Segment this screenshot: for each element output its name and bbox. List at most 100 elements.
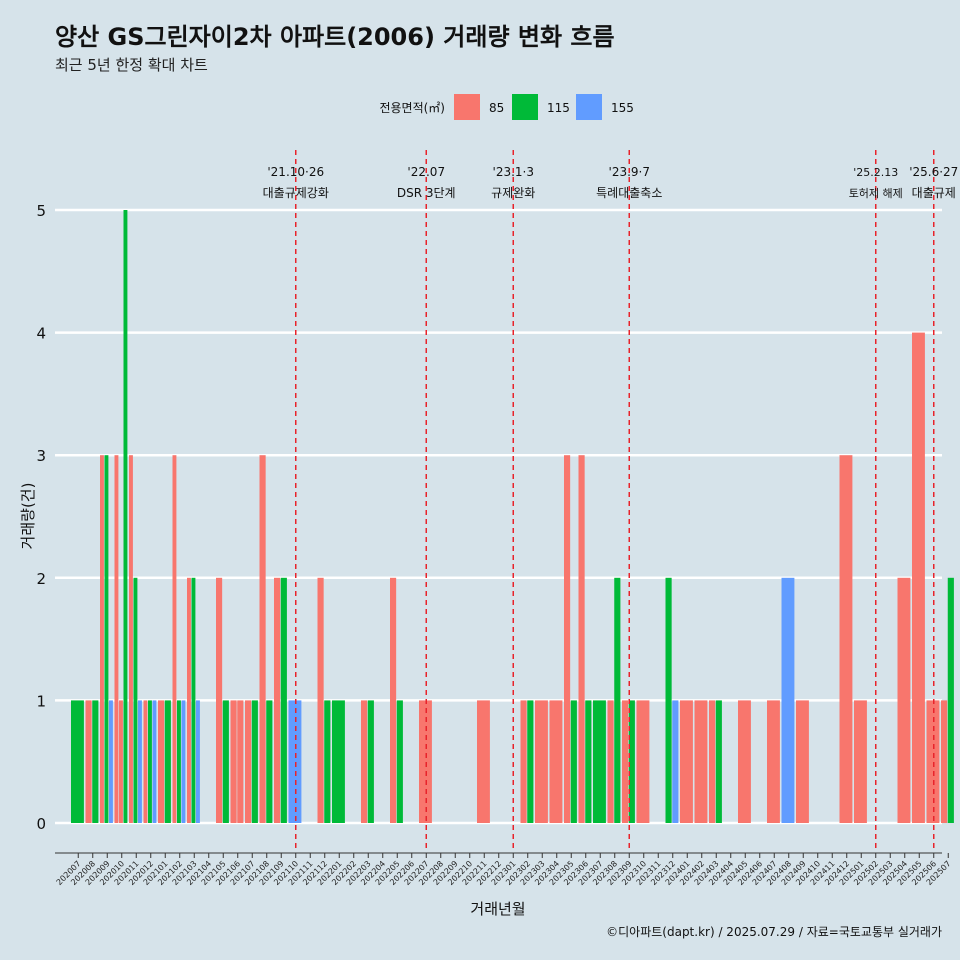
legend-title: 전용면적(㎡) [379, 101, 445, 115]
y-tick-label: 1 [36, 692, 46, 710]
bar-115 [177, 700, 181, 823]
bar-85 [622, 700, 629, 823]
bar-85 [216, 577, 223, 823]
bar-115 [324, 700, 331, 823]
event-label: 대출규제 [912, 186, 956, 200]
event-label: 토허제 해제 [849, 186, 903, 200]
bar-155 [781, 577, 795, 823]
bar-115 [585, 700, 592, 823]
bar-85 [100, 455, 104, 823]
bar-85 [926, 700, 940, 823]
bar-85 [85, 700, 92, 823]
bar-85 [607, 700, 614, 823]
bar-115 [628, 700, 635, 823]
bar-85 [941, 700, 948, 823]
bar-115 [947, 577, 954, 823]
caption: ©디아파트(dapt.kr) / 2025.07.29 / 자료=국토교통부 실… [606, 925, 942, 939]
bar-85 [259, 455, 266, 823]
event-date: '23.1·3 [493, 165, 534, 179]
bar-155 [196, 700, 200, 823]
chart-title: 양산 GS그린자이2차 아파트(2006) 거래량 변화 흐름 [55, 23, 615, 51]
bar-85 [897, 577, 911, 823]
bar-115 [280, 577, 287, 823]
bar-115 [665, 577, 672, 823]
bar-85 [520, 700, 527, 823]
bar-115 [396, 700, 403, 823]
bar-85 [912, 332, 925, 823]
bar-155 [109, 700, 113, 823]
bar-115 [92, 700, 99, 823]
y-axis-label: 거래량(건) [19, 483, 37, 550]
bar-85 [535, 700, 548, 823]
bar-115 [133, 577, 138, 823]
bar-115 [614, 577, 621, 823]
bar-115 [148, 700, 152, 823]
bar-115 [332, 700, 345, 823]
bar-85 [390, 577, 397, 823]
bar-155 [181, 700, 186, 823]
bar-155 [138, 700, 142, 823]
legend-label-115: 115 [547, 101, 570, 115]
bar-85 [549, 700, 563, 823]
bar-85 [694, 700, 708, 823]
legend-swatch-115 [512, 94, 538, 120]
legend-swatch-85 [454, 94, 480, 120]
event-date: '22.07 [407, 165, 445, 179]
bar-85 [245, 700, 252, 823]
bar-155 [672, 700, 679, 823]
bar-115 [123, 210, 128, 823]
legend: 전용면적(㎡) 85 115 155 [379, 94, 634, 120]
bar-85 [767, 700, 780, 823]
bar-85 [237, 700, 244, 823]
bar-115 [222, 700, 229, 823]
bar-85 [477, 700, 490, 823]
bar-85 [114, 455, 119, 823]
bar-85 [230, 700, 237, 823]
bar-115 [715, 700, 722, 823]
bar-85 [158, 700, 165, 823]
event-date: '25.6·27 [909, 165, 958, 179]
bar-85 [187, 577, 191, 823]
bar-115 [570, 700, 577, 823]
bar-85 [361, 700, 368, 823]
bar-115 [593, 700, 606, 823]
bar-85 [143, 700, 148, 823]
bar-115 [251, 700, 258, 823]
bar-85 [274, 577, 281, 823]
y-tick-label: 0 [36, 815, 46, 833]
bar-85 [680, 700, 693, 823]
chart-subtitle: 최근 5년 한정 확대 차트 [55, 56, 208, 74]
y-tick-label: 4 [36, 325, 46, 343]
legend-label-155: 155 [611, 101, 634, 115]
bar-85 [636, 700, 650, 823]
legend-swatch-155 [576, 94, 602, 120]
bar-85 [172, 455, 177, 823]
bar-85 [119, 700, 123, 823]
event-date: '25.2.13 [853, 166, 898, 179]
bar-155 [288, 700, 302, 823]
event-label: 규제완화 [491, 186, 535, 200]
bar-85 [839, 455, 853, 823]
event-date: '23.9·7 [609, 165, 650, 179]
bar-115 [191, 577, 196, 823]
legend-label-85: 85 [489, 101, 504, 115]
bar-85 [709, 700, 716, 823]
bar-85 [578, 455, 585, 823]
event-label: 대출규제강화 [263, 186, 329, 200]
bar-85 [854, 700, 867, 823]
bar-85 [796, 700, 809, 823]
x-axis-label: 거래년월 [470, 900, 525, 918]
bar-115 [71, 700, 84, 823]
y-tick-label: 5 [36, 202, 46, 220]
y-tick-label: 2 [36, 570, 46, 588]
bar-115 [104, 455, 109, 823]
bar-115 [367, 700, 374, 823]
bar-155 [152, 700, 157, 823]
event-date: '21.10·26 [267, 165, 324, 179]
bar-115 [527, 700, 534, 823]
bar-115 [266, 700, 273, 823]
bar-85 [317, 577, 324, 823]
bar-85 [564, 455, 571, 823]
